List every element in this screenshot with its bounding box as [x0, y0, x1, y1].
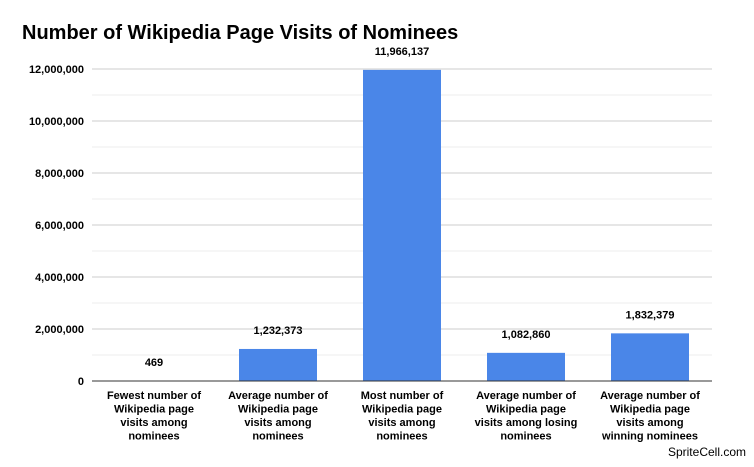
y-tick-label: 12,000,000	[29, 64, 84, 76]
y-tick-label: 6,000,000	[35, 220, 84, 232]
data-label: 1,082,860	[502, 329, 551, 341]
category-label: Most number of Wikipedia page visits among…	[361, 390, 444, 443]
data-label: 469	[145, 357, 163, 369]
category-label: Average number of Wikipedia page visits am…	[475, 390, 578, 443]
y-tick-label: 10,000,000	[29, 116, 84, 128]
y-tick-label: 4,000,000	[35, 272, 84, 284]
category-label: Average number of Wikipedia page visits am…	[600, 390, 700, 443]
watermark: SpriteCell.com	[667, 445, 746, 459]
data-label: 11,966,137	[375, 46, 429, 58]
bar	[611, 333, 689, 381]
bar	[363, 69, 441, 382]
category-label: Fewest number of Wikipedia page visits amo…	[107, 390, 201, 443]
y-tick-label: 8,000,000	[35, 168, 84, 180]
chart-title: Number of Wikipedia Page Visits of Nomin…	[22, 22, 459, 44]
data-label: 1,832,379	[626, 309, 675, 321]
category-label: Average number of Wikipedia page visits am…	[228, 390, 328, 443]
bar	[239, 348, 317, 381]
y-tick-label: 2,000,000	[35, 324, 84, 336]
y-tick-label: 0	[78, 376, 84, 388]
bar	[487, 352, 565, 381]
data-label: 1,232,373	[254, 325, 303, 337]
